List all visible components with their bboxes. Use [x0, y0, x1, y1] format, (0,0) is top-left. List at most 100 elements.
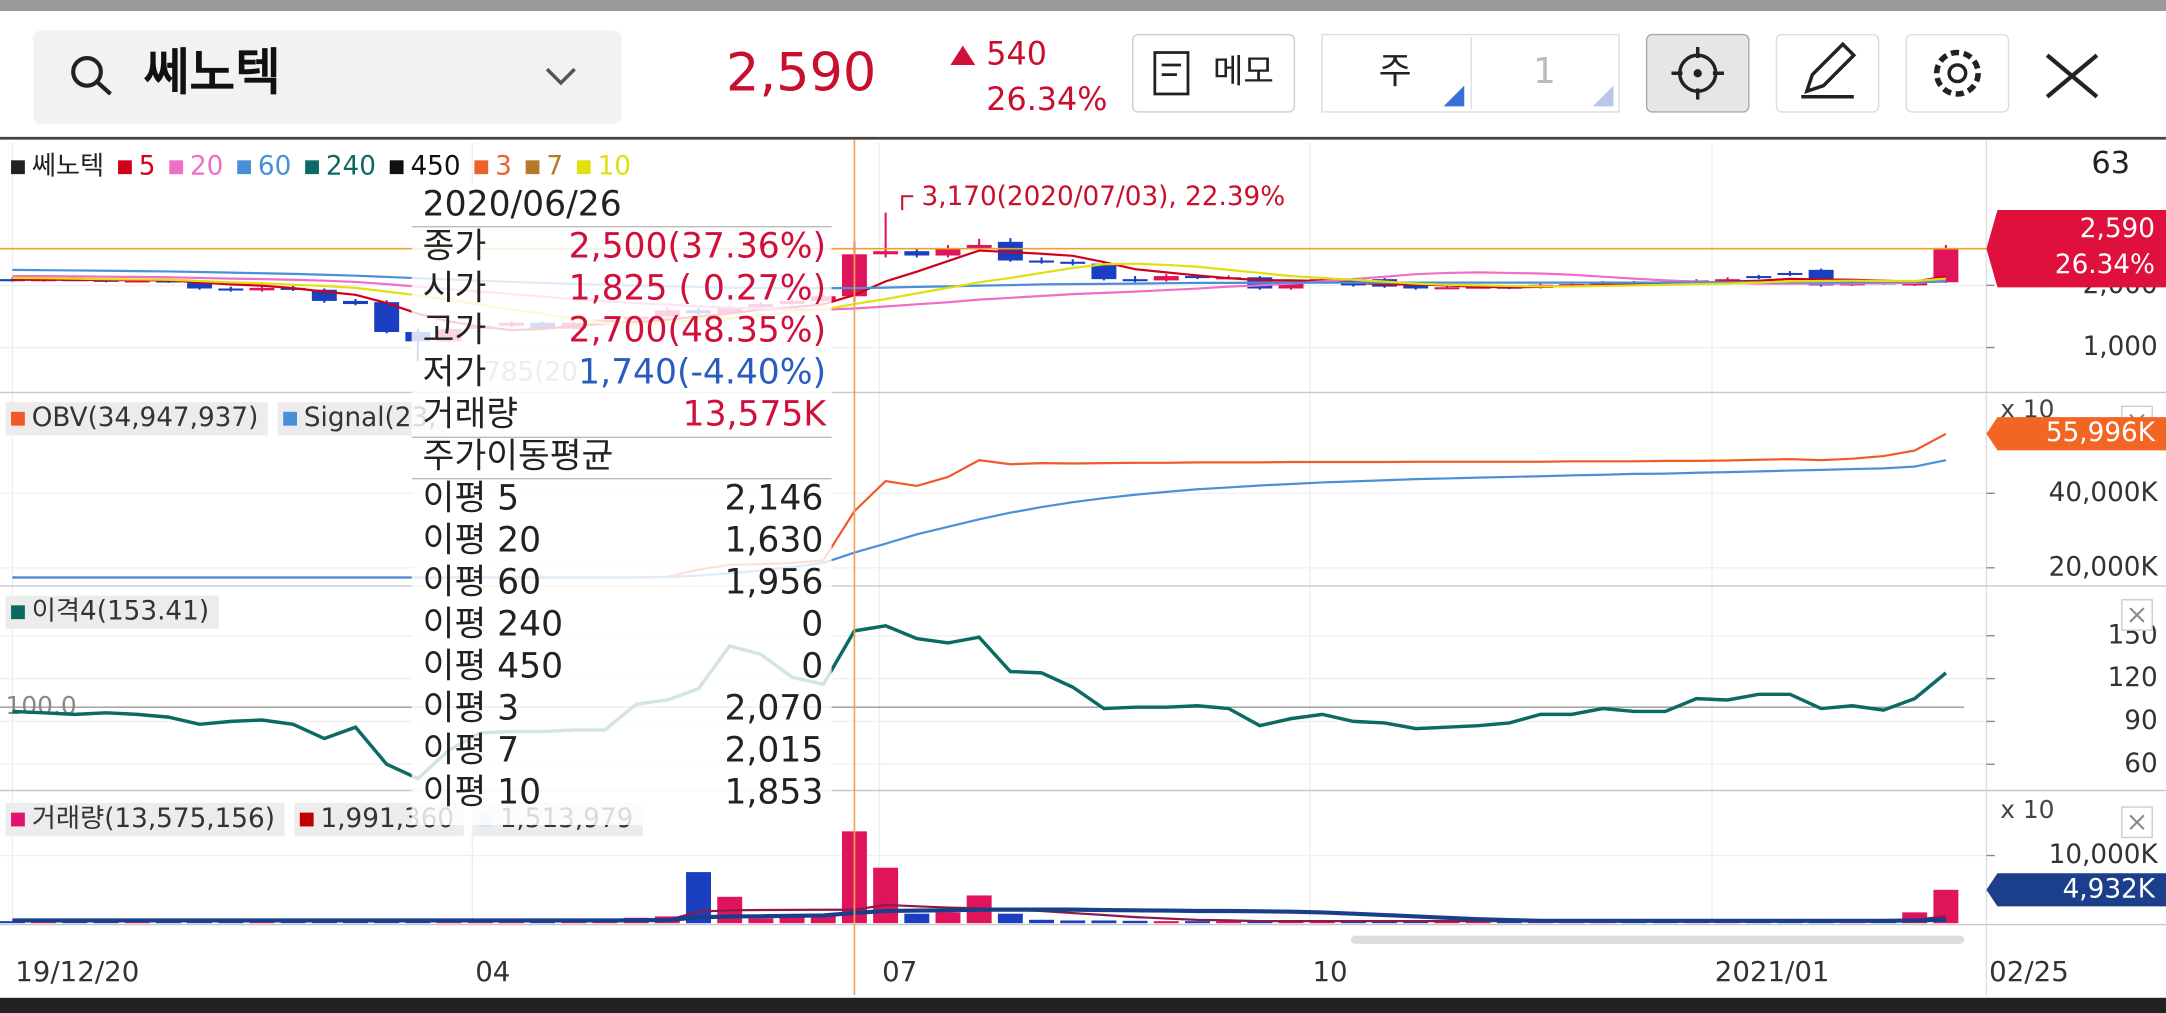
value-tag-label: 55,996K	[2046, 418, 2156, 448]
tooltip-value: 0	[801, 647, 823, 687]
selector-bg[interactable]	[1321, 33, 1620, 113]
tooltip-label: 이평 7	[423, 731, 519, 771]
series-line	[12, 907, 1946, 923]
candle-body	[1403, 285, 1429, 289]
candle-body	[124, 280, 150, 283]
legend-marker	[576, 160, 591, 175]
legend-marker	[237, 160, 252, 175]
crosshair-button[interactable]	[1645, 33, 1750, 113]
volume-bar	[1060, 920, 1086, 924]
tooltip-label: 이평 240	[423, 605, 563, 645]
tooltip-value: 2,070	[724, 689, 823, 729]
legend-label: 3	[495, 152, 512, 182]
value-tag-label: 2,590	[2080, 214, 2155, 244]
y-tick-label: 90	[2124, 706, 2157, 736]
tooltip-value: 2,146	[724, 478, 823, 518]
search-box[interactable]: 쎄노텍	[33, 30, 622, 125]
tooltip-value: 2,500(37.36%)	[569, 226, 826, 266]
volume-bar	[1091, 920, 1117, 924]
volume-bar	[873, 867, 899, 924]
tooltip-date: 2020/06/26	[423, 184, 622, 224]
crosshair-icon	[1671, 46, 1724, 100]
memo-label: 메모	[1213, 52, 1274, 91]
tooltip-value: 2,015	[724, 731, 823, 771]
volume-bar	[1434, 921, 1460, 924]
tooltip-value: 1,740(-4.40%)	[578, 352, 826, 392]
candle-body	[218, 288, 244, 291]
period: 주	[1379, 51, 1412, 92]
candle-body	[1091, 263, 1117, 280]
close-button[interactable]	[2045, 53, 2099, 99]
y-tick-label: 20,000K	[2049, 552, 2159, 582]
high-note-arrow	[901, 195, 914, 211]
y-tick-label: 10,000K	[2049, 840, 2159, 870]
period-selector[interactable]: 주 1	[1321, 33, 1620, 113]
top-label: 63	[2091, 146, 2130, 181]
tooltip-label: 이평 5	[423, 478, 519, 518]
settings-button[interactable]	[1905, 33, 2010, 113]
y-tick-label: 60	[2124, 749, 2157, 779]
legend-label: 쎄노텍	[32, 152, 104, 182]
series-line	[12, 432, 1947, 579]
axis-multiplier: x 10	[2000, 795, 2054, 824]
scrollbar[interactable]	[1350, 935, 1965, 944]
series-line	[12, 268, 1946, 290]
tooltip-label: 이평 3	[423, 689, 519, 729]
tooltip-ma-title: 주가이동평균	[423, 436, 614, 476]
search-bg[interactable]	[33, 30, 622, 125]
volume-bar	[779, 917, 805, 924]
volume-bar	[904, 913, 930, 924]
x-tick-label: 07	[882, 955, 917, 988]
series-line	[12, 459, 1947, 579]
up-arrow	[950, 45, 976, 65]
legend-marker	[474, 160, 489, 175]
legend-label: 60	[258, 152, 291, 182]
bottom-bar	[0, 997, 2166, 1013]
pen-icon	[1801, 41, 1857, 99]
tooltip-label: 시가	[423, 268, 487, 308]
candle-body	[1060, 261, 1086, 264]
tooltip-value: 2,700(48.35%)	[569, 310, 826, 350]
high-note: 3,170(2020/07/03), 22.39%	[922, 182, 1286, 212]
volume-bar	[1122, 920, 1148, 924]
legend-marker	[299, 812, 314, 827]
legend-label: 거래량(13,575,156)	[32, 804, 275, 834]
tooltip-value: 13,575K	[683, 394, 828, 434]
volume-bar	[997, 913, 1023, 924]
memo-button[interactable]: 메모	[1132, 33, 1296, 113]
y-tick-label: 120	[2108, 663, 2158, 693]
series-line	[12, 623, 1948, 781]
legend-label: OBV(34,947,937)	[32, 403, 259, 433]
candle-body	[343, 300, 368, 305]
value-tag-label: 4,932K	[2063, 874, 2156, 904]
tooltip-bg	[411, 183, 832, 826]
candle-body	[374, 302, 400, 333]
tooltip-value: 1,853	[724, 773, 823, 813]
reference-label: 100.0	[6, 691, 77, 720]
candle-body	[1746, 276, 1772, 279]
volume-bar	[1403, 921, 1429, 924]
candle-body	[873, 251, 899, 255]
x-tick-label: 10	[1312, 955, 1347, 988]
x-tick-label: 04	[475, 955, 510, 988]
volume-bar	[1029, 919, 1055, 924]
candle-body	[1184, 276, 1210, 279]
button-bg[interactable]	[1775, 33, 1880, 113]
volume-bar	[935, 912, 961, 924]
candle-body	[1434, 287, 1460, 290]
button-bg[interactable]	[1905, 33, 2010, 113]
candle-body	[904, 251, 930, 256]
candle-body	[1777, 272, 1803, 276]
tooltip-label: 이평 10	[423, 773, 541, 813]
y-tick-label: 1,000	[2083, 332, 2158, 362]
legend-marker	[11, 160, 25, 175]
legend-label: 450	[410, 152, 460, 182]
candle-body	[935, 248, 961, 256]
draw-button[interactable]	[1775, 33, 1880, 113]
memo-icon	[1153, 51, 1190, 96]
dropdown-icon[interactable]	[545, 67, 576, 86]
legend-label: 5	[139, 152, 156, 182]
tooltip-value: 1,630	[724, 521, 823, 561]
